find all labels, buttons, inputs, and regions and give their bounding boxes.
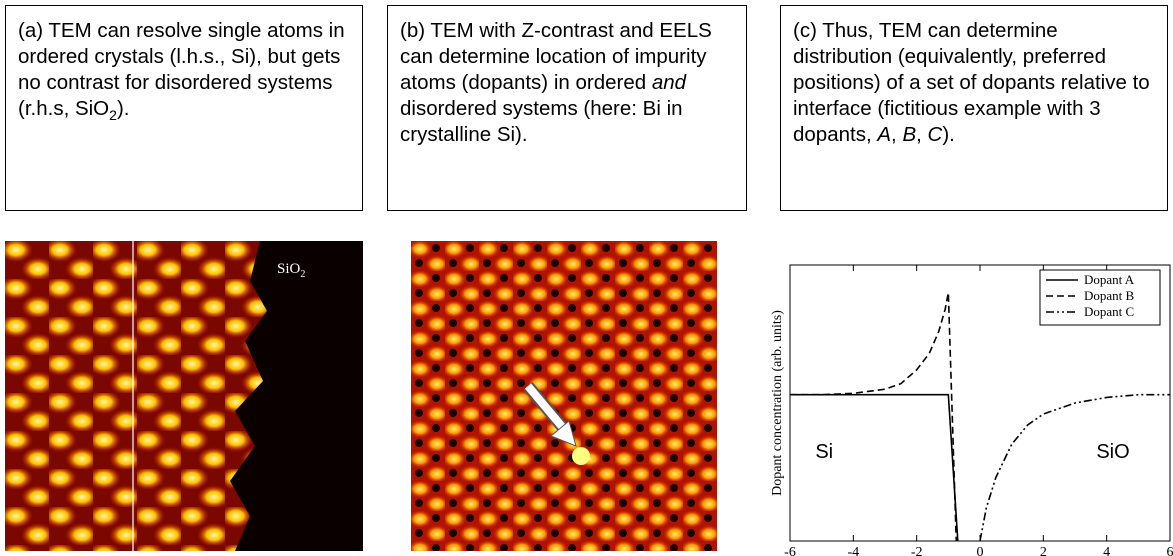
annotation: Si xyxy=(815,441,833,463)
x-tick-label: -2 xyxy=(911,545,923,556)
text: ). xyxy=(942,123,955,146)
text: (c) Thus, TEM can determine distribution… xyxy=(793,19,1150,146)
x-tick-label: 0 xyxy=(977,545,984,556)
tem-image-b xyxy=(411,241,717,551)
x-tick-label: 4 xyxy=(1103,545,1110,556)
chart: -6-4-20246Distance from Interface (Å)Dop… xyxy=(755,241,1173,556)
text: C xyxy=(928,123,943,146)
legend-label: Dopant A xyxy=(1084,272,1135,287)
text: and xyxy=(652,71,686,94)
text: disordered systems (here: Bi in crystall… xyxy=(400,97,683,146)
legend-label: Dopant B xyxy=(1084,288,1135,303)
text: , xyxy=(916,123,927,146)
text: (a) TEM can resolve single atoms in orde… xyxy=(18,19,345,120)
line-series xyxy=(790,293,956,541)
legend-label: Dopant C xyxy=(1084,304,1134,319)
x-tick-label: 6 xyxy=(1167,545,1173,556)
text-box: (b) TEM with Z-contrast and EELS can det… xyxy=(387,5,747,211)
line-series xyxy=(980,395,1170,541)
tem-image-a: SiO2 xyxy=(5,241,363,551)
text-box: (a) TEM can resolve single atoms in orde… xyxy=(5,5,363,211)
text-box: (c) Thus, TEM can determine distribution… xyxy=(780,5,1168,211)
x-tick-label: -4 xyxy=(847,545,859,556)
x-tick-label: 2 xyxy=(1040,545,1047,556)
slide: (a) TEM can resolve single atoms in orde… xyxy=(0,0,1173,556)
x-tick-label: -6 xyxy=(784,545,796,556)
text: ). xyxy=(117,97,130,120)
text: A xyxy=(877,123,891,146)
text: 2 xyxy=(109,107,117,123)
line-series xyxy=(790,395,958,541)
annotation: SiO xyxy=(1096,441,1129,463)
y-axis-label: Dopant concentration (arb. units) xyxy=(770,310,785,496)
text: , xyxy=(891,123,902,146)
text: B xyxy=(902,123,916,146)
